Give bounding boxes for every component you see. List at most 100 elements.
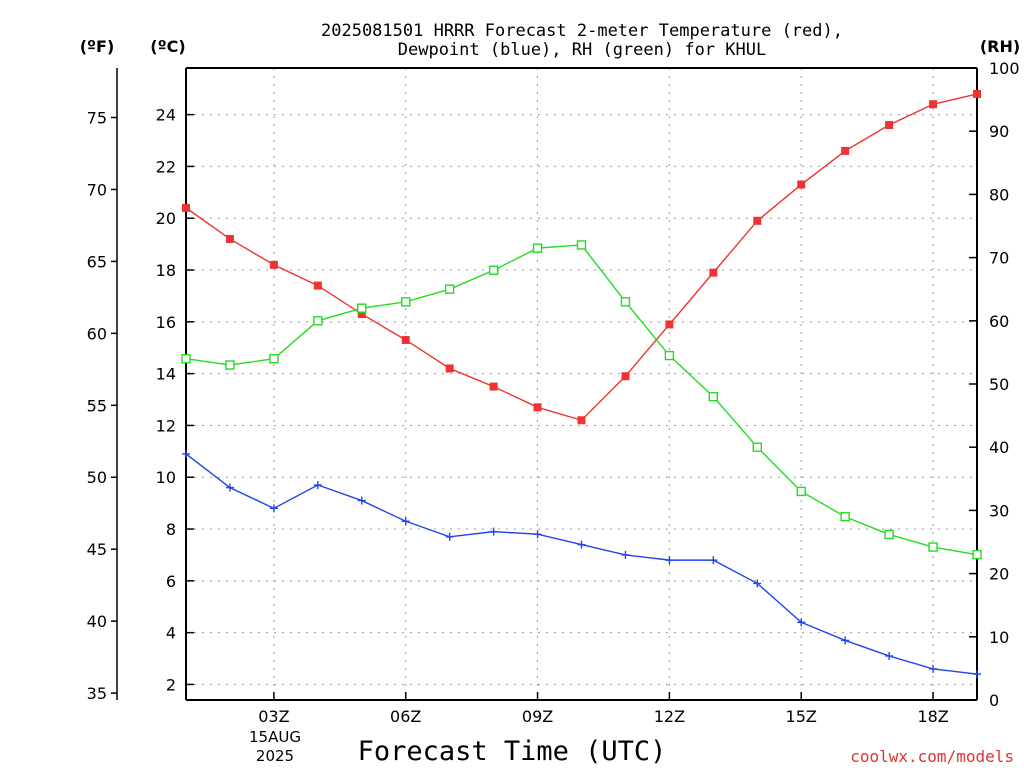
rh-point xyxy=(972,549,982,560)
rh-point xyxy=(884,529,894,540)
rh-tick-label: 20 xyxy=(989,565,1009,584)
dewpoint-point xyxy=(182,449,190,458)
plot-frame xyxy=(116,67,978,701)
rh-point xyxy=(401,297,411,307)
dewpoint-point xyxy=(313,481,322,490)
rh-point xyxy=(840,512,850,522)
rh-tick-label: 100 xyxy=(989,59,1020,78)
rh-point xyxy=(928,542,938,552)
celsius-tick-label: 16 xyxy=(156,313,176,332)
credit-text: coolwx.com/models xyxy=(850,747,1014,766)
fahrenheit-tick-label: 55 xyxy=(87,396,107,415)
temperature-point xyxy=(797,180,806,189)
rh-tick-label: 70 xyxy=(989,249,1009,268)
celsius-tick-label: 2 xyxy=(166,675,176,694)
temperature-point xyxy=(533,403,542,412)
celsius-axis-unit: (ºC) xyxy=(150,37,185,56)
x-tick-label: 06Z xyxy=(390,707,421,726)
rh-tick-label: 80 xyxy=(989,185,1009,204)
fahrenheit-tick-label: 35 xyxy=(87,684,107,703)
x-tick-label: 15Z xyxy=(786,707,817,726)
celsius-tick-label: 12 xyxy=(156,416,176,435)
temperature-point xyxy=(709,268,718,277)
rh-tick-label: 0 xyxy=(989,691,999,710)
grid-lines xyxy=(186,68,977,700)
celsius-tick-label: 14 xyxy=(156,365,176,384)
dewpoint-point xyxy=(797,618,806,627)
rh-point xyxy=(269,354,279,364)
fahrenheit-tick-label: 40 xyxy=(87,612,107,631)
dewpoint-point xyxy=(225,483,234,492)
rh-point xyxy=(357,303,367,313)
rh-tick-label: 30 xyxy=(989,501,1009,520)
dewpoint-point xyxy=(445,532,454,541)
temperature-point xyxy=(225,234,234,243)
temperature-point xyxy=(313,281,322,290)
celsius-tick-label: 8 xyxy=(166,520,176,539)
temperature-point xyxy=(269,260,278,269)
dewpoint-point xyxy=(489,527,498,536)
dewpoint-point xyxy=(885,651,894,660)
chart-title-line1: 2025081501 HRRR Forecast 2-meter Tempera… xyxy=(321,21,843,41)
rh-tick-label: 50 xyxy=(989,375,1009,394)
date-label-year: 2025 xyxy=(256,747,294,765)
rh-axis-unit: (RH) xyxy=(980,37,1020,56)
rh-point xyxy=(532,243,543,253)
x-tick-label: 09Z xyxy=(522,707,553,726)
dewpoint-point xyxy=(709,556,718,565)
rh-point xyxy=(664,350,675,361)
celsius-tick-label: 10 xyxy=(156,468,176,487)
rh-tick-label: 40 xyxy=(989,438,1009,457)
x-axis-title: Forecast Time (UTC) xyxy=(358,736,667,767)
dewpoint-point xyxy=(753,579,762,588)
chart-title-line2: Dewpoint (blue), RH (green) for KHUL xyxy=(398,40,766,60)
fahrenheit-tick-label: 70 xyxy=(87,180,107,199)
celsius-tick-label: 24 xyxy=(156,106,176,125)
fahrenheit-tick-label: 75 xyxy=(87,109,107,128)
temperature-point xyxy=(973,89,981,98)
rh-point xyxy=(225,360,235,370)
x-tick-label: 12Z xyxy=(654,707,685,726)
rh-point xyxy=(752,442,762,452)
rh-point xyxy=(181,354,191,364)
dewpoint-point xyxy=(929,664,938,673)
rh-tick-label: 10 xyxy=(989,628,1009,647)
temperature-point xyxy=(665,320,674,329)
rh-tick-label: 60 xyxy=(989,312,1009,331)
dewpoint-series-line xyxy=(185,453,978,675)
fahrenheit-tick-label: 45 xyxy=(87,540,107,559)
x-tick-label: 18Z xyxy=(917,707,948,726)
temperature-series-line xyxy=(185,93,978,422)
dewpoint-point xyxy=(973,670,981,679)
rh-point xyxy=(620,297,631,307)
dewpoint-point xyxy=(533,530,542,539)
rh-point xyxy=(796,486,806,497)
temperature-point xyxy=(621,372,630,381)
temperature-point xyxy=(577,416,586,425)
dewpoint-point xyxy=(269,504,278,513)
temperature-point xyxy=(445,364,454,373)
dewpoint-point xyxy=(621,550,630,559)
celsius-tick-label: 4 xyxy=(166,624,176,643)
rh-point xyxy=(444,284,455,294)
temperature-point xyxy=(885,120,894,129)
temperature-point xyxy=(753,216,762,225)
dewpoint-point xyxy=(357,496,366,505)
rh-tick-label: 90 xyxy=(989,122,1009,141)
dewpoint-point xyxy=(841,636,850,645)
dewpoint-point xyxy=(577,540,586,549)
rh-point xyxy=(313,316,323,326)
temperature-point xyxy=(489,382,498,391)
temperature-point xyxy=(401,335,410,344)
rh-point xyxy=(576,240,587,250)
dewpoint-point xyxy=(665,556,674,565)
rh-point xyxy=(488,265,499,275)
temperature-point xyxy=(357,310,366,319)
celsius-tick-label: 20 xyxy=(156,209,176,228)
series-lines xyxy=(181,89,982,679)
fahrenheit-tick-label: 60 xyxy=(87,324,107,343)
temperature-point xyxy=(929,100,938,109)
date-label-day: 15AUG xyxy=(249,728,301,746)
rh-series-line xyxy=(185,244,978,556)
